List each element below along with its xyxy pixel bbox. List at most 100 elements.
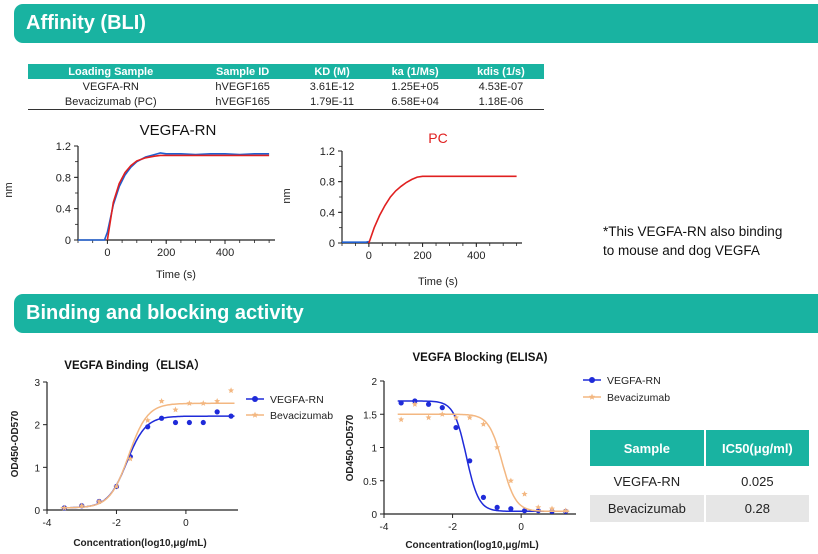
y-tick-label: 1.2 bbox=[320, 146, 335, 158]
data-point bbox=[398, 416, 405, 423]
y-tick-label: 0 bbox=[34, 506, 40, 517]
data-point bbox=[425, 414, 432, 421]
data-point bbox=[411, 401, 418, 407]
y-tick-label: 0 bbox=[329, 238, 335, 250]
x-tick-label: 400 bbox=[216, 247, 234, 259]
table-cell: 3.61E-12 bbox=[309, 80, 355, 93]
fit-curve bbox=[60, 415, 235, 509]
x-tick-label: -4 bbox=[43, 518, 52, 529]
table-cell: hVEGF165 bbox=[215, 80, 270, 93]
y-tick-label: 1.2 bbox=[56, 141, 71, 153]
table-cell: 1.79E-11 bbox=[291, 94, 373, 110]
legend-label: VEGFA-RN bbox=[607, 375, 661, 387]
table-cell: 6.58E+04 bbox=[372, 94, 458, 110]
data-point bbox=[144, 417, 151, 423]
y-tick-label: 0.8 bbox=[320, 177, 335, 189]
data-point bbox=[127, 455, 134, 462]
x-axis-label: Concentration(log10,μg/mL) bbox=[405, 540, 538, 551]
chart-4: 0 0.5 1 1.5 2 -4 -2 0 VEGFA Blocking (ELISA) Conc… bbox=[345, 352, 670, 551]
y-tick-label: 2 bbox=[34, 421, 40, 432]
kinetics-header-cell: Loading Sample bbox=[28, 64, 194, 79]
note-line: *This VEGFA-RN also binding bbox=[603, 224, 783, 239]
data-point bbox=[562, 507, 569, 514]
y-tick-label: 0 bbox=[371, 510, 377, 521]
chart-3: 0 1 2 3 -4 -2 0 VEGFA Binding（ELISA） Concentrati… bbox=[10, 358, 333, 549]
y-axis-label: nm bbox=[3, 182, 15, 197]
data-point bbox=[186, 400, 193, 406]
y-tick-label: 0.5 bbox=[363, 477, 377, 488]
data-point bbox=[588, 393, 596, 400]
y-tick-label: 0.4 bbox=[320, 207, 335, 219]
x-tick-label: 200 bbox=[413, 250, 431, 262]
data-point bbox=[159, 415, 165, 421]
data-point bbox=[78, 502, 85, 509]
ic50-header-cell: IC50(μg/ml) bbox=[703, 430, 809, 467]
table-row: VEGFA-RN 0.025 bbox=[590, 466, 809, 495]
table-cell: 1.18E-06 bbox=[457, 94, 544, 110]
data-point bbox=[466, 414, 473, 421]
table-row: Bevacizumab (PC) hVEGF165 1.79E-11 6.58E… bbox=[28, 94, 544, 110]
data-point bbox=[214, 409, 220, 415]
chart-title: VEGFA-RN bbox=[140, 122, 217, 139]
data-point bbox=[228, 413, 234, 419]
data-point bbox=[158, 398, 165, 404]
chart-2: 0 0.4 0.8 1.2 0 200 400 PC Time (s) nm bbox=[281, 130, 522, 288]
data-point bbox=[439, 411, 446, 417]
y-tick-label: 0 bbox=[65, 235, 71, 247]
data-point bbox=[172, 406, 179, 413]
y-tick-label: 0.8 bbox=[56, 172, 71, 184]
data-point bbox=[200, 419, 206, 426]
y-tick-label: 0.4 bbox=[56, 204, 71, 216]
ic50-header-row: Sample IC50(μg/ml) bbox=[590, 430, 809, 467]
kinetics-header-row: Loading Sample Sample ID KD (M) ka (1/Ms… bbox=[28, 64, 544, 79]
affinity-section-title: Affinity (BLI) bbox=[26, 12, 146, 34]
data-point bbox=[535, 504, 542, 510]
legend-label: VEGFA-RN bbox=[270, 394, 324, 406]
data-point bbox=[494, 504, 500, 510]
y-axis-label: nm bbox=[281, 188, 293, 203]
data-point bbox=[200, 400, 207, 406]
x-axis-label: Time (s) bbox=[156, 269, 196, 281]
table-cell: 0.28 bbox=[703, 495, 809, 522]
table-row: VEGFA-RN hVEGF165 3.61E-12 1.25E+05 4.53… bbox=[28, 79, 544, 94]
data-point bbox=[145, 424, 151, 430]
table-row: Bevacizumab 0.28 bbox=[590, 495, 809, 522]
legend-marker bbox=[589, 377, 595, 383]
legend-label: Bevacizumab bbox=[607, 392, 670, 404]
table-cell: Bevacizumab (PC) bbox=[28, 94, 194, 110]
fit-curve bbox=[60, 402, 235, 509]
table-cell: VEGFA-RN bbox=[590, 466, 705, 495]
data-point bbox=[96, 498, 103, 505]
series-line bbox=[78, 152, 270, 241]
data-point bbox=[494, 444, 501, 451]
data-point bbox=[507, 477, 514, 484]
data-point bbox=[549, 505, 555, 512]
y-tick-label: 1 bbox=[34, 463, 40, 474]
x-tick-label: 0 bbox=[518, 522, 524, 533]
kinetics-header-cell: KD (M) bbox=[291, 64, 373, 79]
series-line bbox=[368, 175, 517, 244]
data-point bbox=[453, 414, 459, 421]
x-tick-label: -2 bbox=[112, 518, 121, 529]
kinetics-table: Loading Sample Sample ID KD (M) ka (1/Ms… bbox=[28, 64, 544, 110]
legend-marker bbox=[252, 396, 258, 402]
y-tick-label: 1 bbox=[371, 444, 377, 455]
chart-title: VEGFA Blocking (ELISA) bbox=[412, 352, 547, 364]
data-point bbox=[214, 398, 221, 404]
data-point bbox=[453, 424, 459, 431]
data-point bbox=[521, 490, 528, 497]
x-axis-label: Time (s) bbox=[418, 276, 458, 288]
legend-label: Bevacizumab bbox=[270, 410, 333, 422]
y-axis-label: OD450-OD570 bbox=[345, 414, 356, 481]
data-point bbox=[508, 506, 514, 512]
y-tick-label: 1.5 bbox=[363, 410, 377, 421]
x-tick-label: -4 bbox=[380, 522, 389, 533]
table-cell: 1.25E+05 bbox=[391, 80, 439, 93]
fit-curve bbox=[397, 413, 570, 513]
data-point bbox=[480, 421, 487, 427]
cross-reactivity-note: *This VEGFA-RN also binding to mouse and… bbox=[603, 222, 782, 260]
data-point bbox=[425, 401, 432, 407]
y-tick-label: 2 bbox=[371, 377, 377, 388]
data-point bbox=[439, 405, 445, 411]
